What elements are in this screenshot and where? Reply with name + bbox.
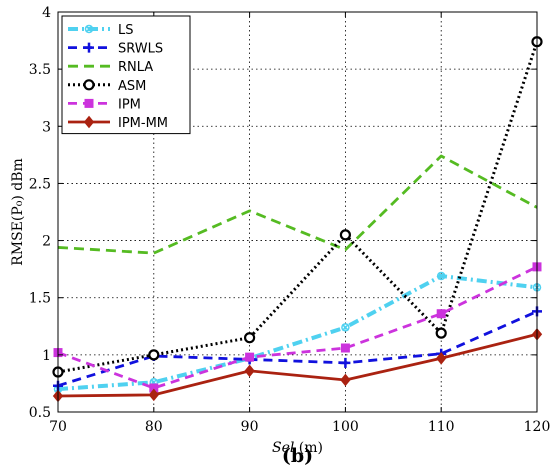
legend-item-ipm: IPM	[68, 97, 141, 112]
legend-marker-srwls	[84, 42, 94, 53]
data-point-ipm-mm	[244, 364, 255, 378]
data-point-ipm	[245, 352, 255, 362]
legend-label-ls: LS	[118, 23, 134, 38]
y-tick-label: 3	[42, 119, 51, 135]
legend-label-ipm: IPM	[118, 97, 141, 112]
legend-marker-asm	[83, 79, 95, 91]
data-point-ls	[341, 323, 350, 332]
legend-item-asm: ASM	[68, 79, 146, 94]
x-axis-label: Sel (m)	[272, 440, 323, 456]
data-point-asm	[339, 229, 351, 241]
y-axis-label: RMSE(P₀) dBm	[10, 158, 26, 266]
data-point-ipm	[340, 343, 350, 353]
legend-label-rnla: RNLA	[118, 60, 153, 75]
legend-label-asm: ASM	[118, 79, 146, 94]
legend-marker-ipm-mm	[83, 115, 95, 129]
series-ipm	[53, 262, 542, 393]
x-tick-label: 80	[145, 419, 163, 435]
series-line-asm	[57, 41, 539, 374]
y-tick-label: 1.5	[29, 291, 51, 307]
x-axis-label-var: Sel	[272, 440, 294, 456]
y-tick-label: 1	[42, 348, 51, 364]
series-line-rnla	[57, 154, 538, 255]
legend-item-ipm-mm: IPM-MM	[68, 115, 168, 131]
data-point-ipm	[436, 309, 446, 319]
y-tick-label: 0.5	[29, 405, 51, 421]
x-tick-labels: 70 80 90 100 110 120	[49, 12, 550, 435]
legend-item-srwls: SRWLS	[68, 42, 163, 57]
legend-item-ls: LS	[68, 23, 134, 38]
data-point-asm	[244, 332, 256, 344]
legend: LS SRWLS RNLA ASM IPM IPM-MM	[61, 15, 191, 135]
data-point-ipm-mm	[148, 388, 159, 402]
y-tick-label: 2	[42, 234, 51, 250]
data-point-ls	[436, 271, 446, 281]
x-tick-label: 100	[332, 419, 359, 435]
series-srwls	[53, 306, 542, 391]
data-point-ipm-mm	[436, 351, 447, 365]
x-axis-label-unit: (m)	[294, 440, 323, 456]
series-line-srwls	[57, 310, 538, 388]
panel-label: (b)	[282, 445, 313, 467]
x-tick-label: 110	[428, 419, 455, 435]
y-tick-label: 4	[42, 5, 51, 21]
series-ipm-mm	[52, 327, 543, 403]
data-point-asm	[148, 349, 160, 361]
legend-label-srwls: SRWLS	[118, 42, 163, 57]
series-rnla	[57, 154, 538, 255]
data-point-asm	[435, 327, 447, 339]
series-line-ls	[57, 274, 538, 392]
plot-frame	[57, 11, 538, 413]
y-tick-label: 2.5	[29, 176, 51, 192]
legend-marker-ls	[84, 24, 94, 34]
legend-marker-ipm	[84, 98, 94, 108]
legend-label-ipm-mm: IPM-MM	[118, 116, 168, 131]
x-tick-label: 70	[49, 419, 67, 435]
x-tick-label: 120	[524, 419, 550, 435]
x-tick-label: 90	[241, 419, 259, 435]
legend-item-rnla: RNLA	[68, 60, 153, 75]
legend-box	[61, 15, 191, 135]
y-tick-label: 3.5	[29, 62, 51, 78]
data-point-ipm-mm	[340, 373, 351, 387]
series-line-ipm-mm	[57, 332, 538, 398]
y-tick-labels: 0.5 1 1.5 2 2.5 3 3.5 4	[29, 5, 537, 421]
data-point-srwls	[340, 357, 351, 368]
